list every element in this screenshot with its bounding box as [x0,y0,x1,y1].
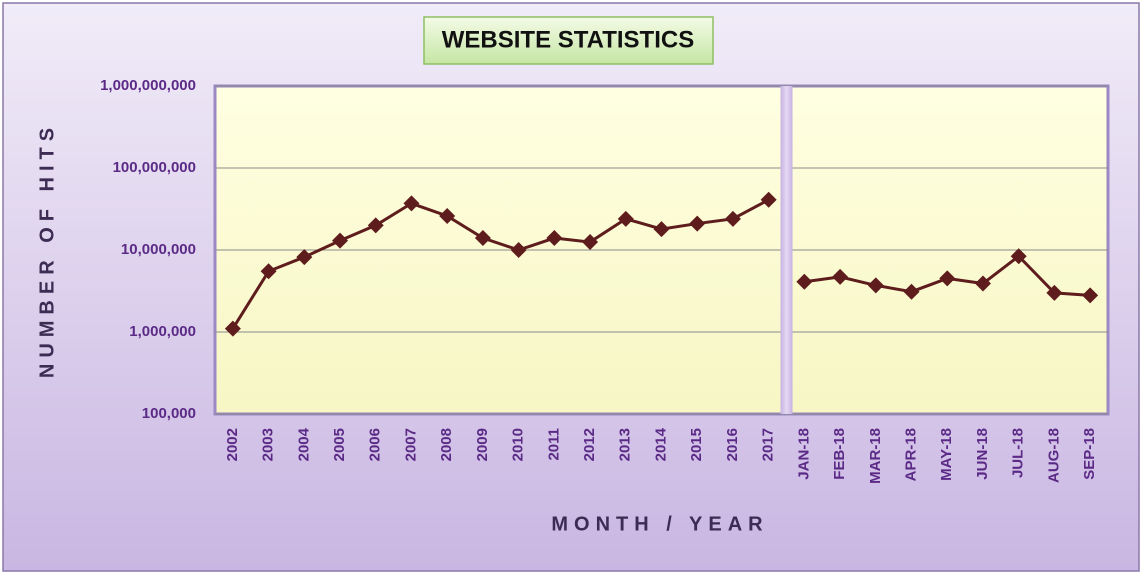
x-tick-label: FEB-18 [831,428,848,480]
data-marker [1046,284,1063,301]
data-marker [903,283,920,300]
x-tick-label: 2017 [760,428,777,461]
y-tick-label: 100,000 [142,405,196,422]
y-tick-label: 10,000,000 [121,241,196,258]
x-tick-label: 2015 [688,428,705,461]
data-marker [832,268,849,285]
title-box [423,16,714,65]
x-tick-label: MAR-18 [867,428,884,484]
x-tick-label: 2009 [474,428,491,461]
x-tick-label: 2002 [224,428,241,461]
data-marker [724,210,741,227]
data-marker [1010,248,1027,265]
data-marker [439,207,456,224]
x-tick-label: MAY-18 [938,428,955,481]
data-marker [367,217,384,234]
chart-title: WEBSITE STATISTICS [442,26,694,53]
x-tick-label: AUG-18 [1045,428,1062,483]
x-tick-label: JUN-18 [974,428,991,480]
data-marker [403,195,420,212]
x-tick-label: 2004 [295,427,312,461]
data-marker [653,221,670,238]
data-marker [332,232,349,249]
data-marker [689,215,706,232]
x-tick-label: 2006 [367,428,384,461]
x-axis-title: MONTH / YEAR [551,513,768,535]
data-marker [939,270,956,287]
data-marker [796,273,813,290]
x-tick-label: 2011 [545,428,562,461]
x-tick-label: APR-18 [903,428,920,481]
data-line [231,198,770,330]
data-marker [974,275,991,292]
x-tick-label: 2007 [402,428,419,461]
x-tick-label: 2012 [581,428,598,461]
x-tick-label: 2016 [724,428,741,461]
data-marker [546,230,563,247]
y-axis-title: NUMBER OF HITS [36,122,58,378]
data-marker [867,277,884,294]
x-tick-label: SEP-18 [1081,428,1098,480]
x-tick-label: 2003 [260,428,277,461]
x-tick-label: 2013 [617,428,634,461]
data-marker [760,191,777,208]
x-tick-label: JAN-18 [795,428,812,480]
data-marker [260,263,277,280]
data-marker [617,210,634,227]
x-tick-label: 2005 [331,428,348,461]
data-marker [582,234,599,251]
data-marker [296,249,313,266]
x-tick-label: 2008 [438,428,455,461]
data-marker [224,320,241,337]
data-marker [474,230,491,247]
y-tick-label: 1,000,000,000 [100,77,196,94]
y-tick-label: 1,000,000 [129,323,196,340]
x-tick-label: JUL-18 [1010,428,1027,478]
plot-layer: 100,000 1,000,000 10,000,000 100,000,000 1,0… [100,77,1108,484]
x-tick-label: 2014 [652,427,669,461]
data-marker [510,242,527,258]
x-tick-label: 2010 [510,428,527,461]
data-marker [1082,287,1099,304]
y-tick-label: 100,000,000 [113,159,196,176]
panel-divider [780,86,793,414]
